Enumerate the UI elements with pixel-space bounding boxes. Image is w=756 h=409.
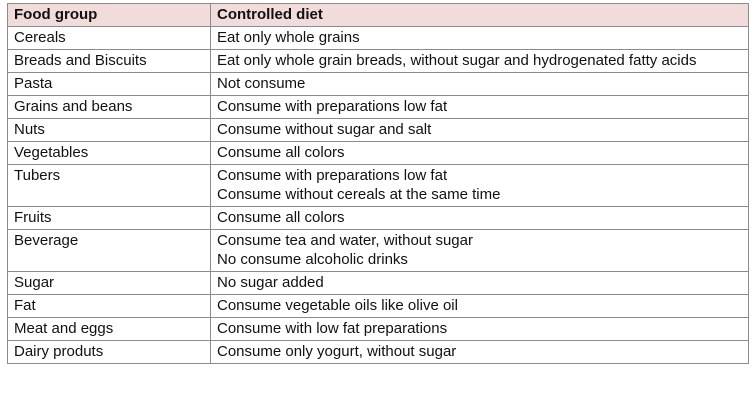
food-group-cell: Sugar	[7, 271, 211, 295]
diet-line: Consume with low fat preparations	[217, 320, 448, 337]
table-row: Grains and beans Consume with preparation…	[7, 95, 749, 119]
table-header: Food group Controlled diet	[7, 3, 749, 27]
table-row: Meat and eggs Consume with low fat prepar…	[7, 317, 749, 341]
diet-line: Not consume	[217, 75, 306, 92]
diet-line: Consume all colors	[217, 209, 345, 226]
table-body: Cereals Eat only whole grains Breads and B…	[7, 26, 749, 364]
diet-line: No consume alcoholic drinks	[217, 251, 408, 268]
food-group-cell: Pasta	[7, 72, 211, 96]
table-row: Dairy produts Consume only yogurt, withou…	[7, 340, 749, 364]
diet-line: Eat only whole grains	[217, 29, 360, 46]
food-group-cell: Dairy produts	[7, 340, 211, 364]
table-row: Fruits Consume all colors	[7, 206, 749, 230]
food-group-cell: Beverage	[7, 229, 211, 272]
diet-cell: Consume vegetable oils like olive oil	[210, 294, 749, 318]
food-group-cell: Fat	[7, 294, 211, 318]
diet-cell: No sugar added	[210, 271, 749, 295]
diet-line: Eat only whole grain breads, without sug…	[217, 52, 697, 69]
diet-line: Consume with preparations low fat	[217, 167, 448, 184]
diet-cell: Consume without sugar and salt	[210, 118, 749, 142]
table-row: Cereals Eat only whole grains	[7, 26, 749, 50]
header-cell: Food group	[7, 3, 211, 27]
diet-cell: Consume tea and water, without sugar No c…	[210, 229, 749, 272]
table-row: Sugar No sugar added	[7, 271, 749, 295]
table-row: Fat Consume vegetable oils like olive oil	[7, 294, 749, 318]
header-row: Food group Controlled diet	[7, 3, 749, 27]
diet-line: Consume vegetable oils like olive oil	[217, 297, 458, 314]
diet-cell: Consume all colors	[210, 141, 749, 165]
diet-line: No sugar added	[217, 274, 324, 291]
diet-table: Food group Controlled diet Cereals Eat on…	[7, 3, 749, 364]
diet-cell: Consume only yogurt, without sugar	[210, 340, 749, 364]
diet-line: Consume tea and water, without sugar	[217, 232, 473, 249]
food-group-cell: Cereals	[7, 26, 211, 50]
table-row: Breads and Biscuits Eat only whole grain …	[7, 49, 749, 73]
table-row: Tubers Consume with preparations low fat C…	[7, 164, 749, 207]
table-row: Vegetables Consume all colors	[7, 141, 749, 165]
diet-line: Consume all colors	[217, 144, 345, 161]
food-group-cell: Tubers	[7, 164, 211, 207]
table-row: Pasta Not consume	[7, 72, 749, 96]
diet-cell: Eat only whole grains	[210, 26, 749, 50]
food-group-cell: Breads and Biscuits	[7, 49, 211, 73]
diet-cell: Consume with preparations low fat	[210, 95, 749, 119]
diet-cell: Not consume	[210, 72, 749, 96]
table-row: Nuts Consume without sugar and salt	[7, 118, 749, 142]
diet-line: Consume without sugar and salt	[217, 121, 432, 138]
diet-line: Consume with preparations low fat	[217, 98, 448, 115]
diet-line: Consume only yogurt, without sugar	[217, 343, 457, 360]
food-group-cell: Meat and eggs	[7, 317, 211, 341]
diet-cell: Consume all colors	[210, 206, 749, 230]
header-cell: Controlled diet	[210, 3, 749, 27]
diet-cell: Consume with low fat preparations	[210, 317, 749, 341]
diet-cell: Consume with preparations low fat Consume…	[210, 164, 749, 207]
diet-line: Consume without cereals at the same time	[217, 186, 501, 203]
food-group-cell: Fruits	[7, 206, 211, 230]
food-group-cell: Vegetables	[7, 141, 211, 165]
food-group-cell: Grains and beans	[7, 95, 211, 119]
diet-cell: Eat only whole grain breads, without sug…	[210, 49, 749, 73]
table-row: Beverage Consume tea and water, without s…	[7, 229, 749, 272]
food-group-cell: Nuts	[7, 118, 211, 142]
